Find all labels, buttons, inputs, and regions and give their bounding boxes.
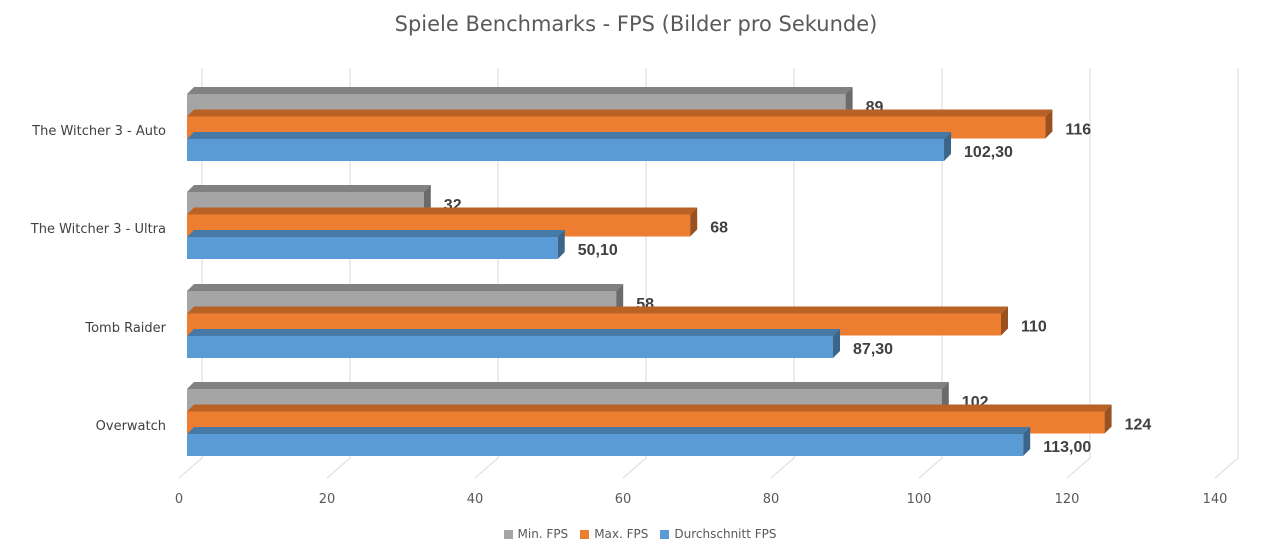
legend-swatch bbox=[580, 529, 590, 539]
category-label: Overwatch bbox=[96, 419, 166, 434]
x-tick-label: 80 bbox=[763, 492, 780, 507]
bar-side-face bbox=[1045, 109, 1053, 139]
legend-label: Min. FPS bbox=[517, 527, 569, 541]
bar-top-face bbox=[187, 404, 1112, 412]
legend-swatch bbox=[660, 529, 670, 539]
floor-gridline bbox=[1066, 457, 1091, 479]
legend-swatch bbox=[503, 529, 513, 539]
bar-top-face bbox=[187, 382, 949, 389]
legend-label: Max. FPS bbox=[594, 527, 649, 541]
data-label: 87,30 bbox=[853, 341, 893, 358]
category-label: The Witcher 3 - Ultra bbox=[30, 222, 166, 237]
data-label: 110 bbox=[1021, 319, 1047, 336]
x-tick-label: 0 bbox=[175, 492, 183, 507]
bar-top-face bbox=[187, 207, 698, 215]
bar-side-face bbox=[833, 329, 841, 358]
category-label: Tomb Raider bbox=[84, 321, 166, 336]
legend-label: Durchschnitt FPS bbox=[674, 527, 777, 541]
floor-gridline bbox=[1214, 457, 1239, 479]
bar bbox=[187, 237, 558, 259]
bar-side-face bbox=[557, 230, 565, 259]
bar-top-face bbox=[187, 427, 1031, 434]
bar-side-face bbox=[690, 207, 698, 237]
bar-side-face bbox=[1023, 427, 1031, 456]
x-tick-label: 100 bbox=[907, 492, 932, 507]
bar-top-face bbox=[187, 185, 431, 192]
floor-gridline bbox=[918, 457, 943, 479]
chart-title: Spiele Benchmarks - FPS (Bilder pro Seku… bbox=[394, 12, 878, 36]
bar-top-face bbox=[187, 109, 1053, 117]
floor-gridline bbox=[178, 457, 203, 479]
bar-side-face bbox=[941, 382, 949, 411]
bar-top-face bbox=[187, 230, 565, 237]
bar-top-face bbox=[187, 87, 853, 94]
legend-item: Min. FPS bbox=[503, 527, 569, 541]
legend-item: Durchschnitt FPS bbox=[660, 527, 776, 541]
data-label: 124 bbox=[1125, 417, 1152, 434]
bar-side-face bbox=[616, 284, 624, 313]
x-tick-label: 20 bbox=[319, 492, 336, 507]
x-tick-label: 140 bbox=[1203, 492, 1228, 507]
bar bbox=[187, 139, 945, 161]
x-tick-label: 120 bbox=[1055, 492, 1080, 507]
bar-top-face bbox=[187, 329, 841, 336]
data-label: 113,00 bbox=[1043, 439, 1091, 456]
bar bbox=[187, 434, 1024, 456]
data-label: 68 bbox=[710, 220, 728, 237]
bar-top-face bbox=[187, 132, 952, 139]
chart-legend: Min. FPS Max. FPS Durchschnitt FPS bbox=[0, 527, 1280, 542]
data-label: 50,10 bbox=[578, 242, 618, 259]
bar-side-face bbox=[1001, 306, 1008, 336]
floor-gridline bbox=[622, 457, 647, 479]
floor-gridline bbox=[770, 457, 795, 479]
bar-side-face bbox=[845, 87, 853, 116]
x-tick-label: 40 bbox=[467, 492, 484, 507]
bar-top-face bbox=[187, 284, 624, 291]
bar-side-face bbox=[423, 185, 431, 214]
x-tick-label: 60 bbox=[615, 492, 632, 507]
floor-gridline bbox=[326, 457, 351, 479]
data-label: 102,30 bbox=[964, 144, 1013, 161]
bar-side-face bbox=[1104, 404, 1112, 434]
category-label: The Witcher 3 - Auto bbox=[31, 124, 166, 139]
bar bbox=[187, 336, 834, 358]
bar-side-face bbox=[944, 132, 952, 161]
bar-top-face bbox=[187, 306, 1008, 314]
data-label: 116 bbox=[1065, 122, 1091, 139]
floor-gridline bbox=[474, 457, 499, 479]
legend-item: Max. FPS bbox=[580, 527, 648, 541]
